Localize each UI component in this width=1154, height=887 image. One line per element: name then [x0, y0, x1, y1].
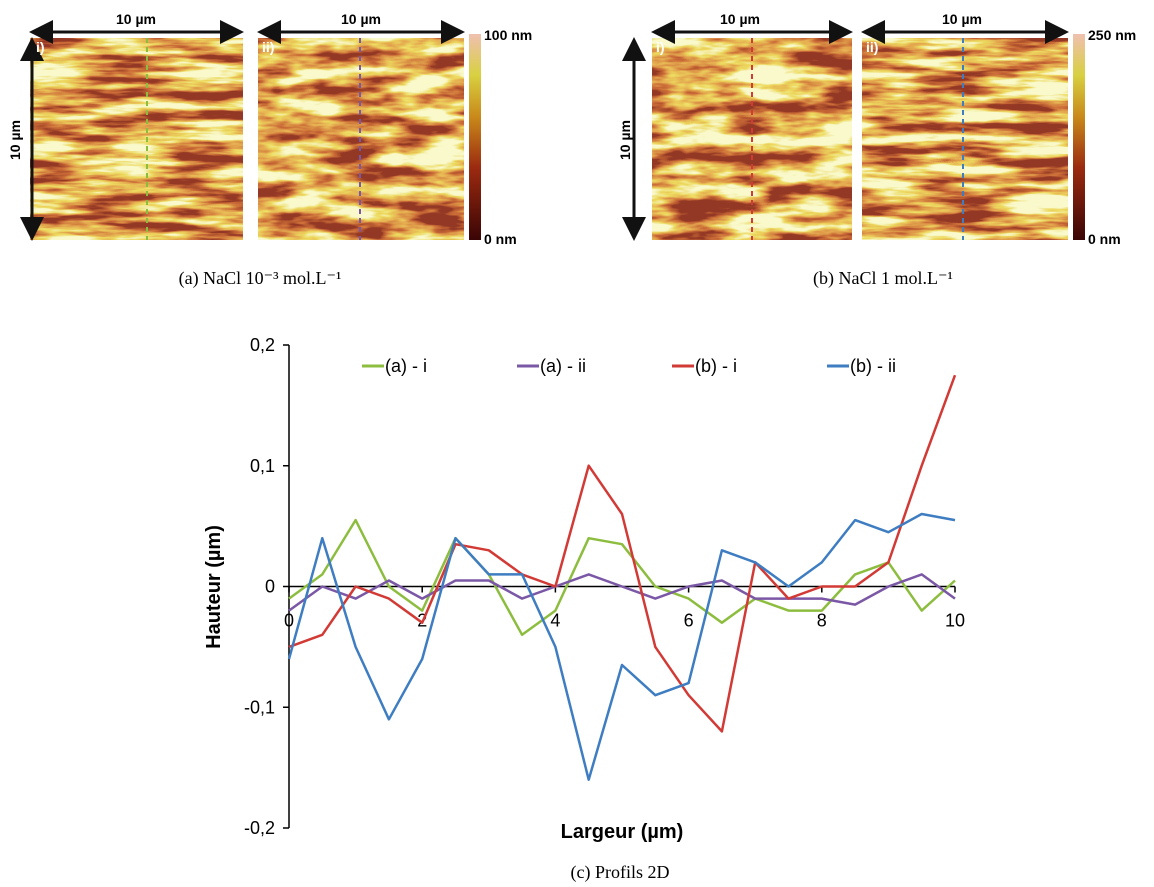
- panel-a: 10 µm 10 µm 10 µm i) ii) 100 nm 0 nm (a)…: [7, 11, 532, 289]
- legend-label: (a) - ii: [540, 356, 586, 376]
- y-tick-label: -0,1: [244, 697, 275, 717]
- y-tick-label: 0,1: [250, 456, 275, 476]
- colorbar-max: 250 nm: [1088, 27, 1136, 43]
- y-tick-label: 0: [265, 577, 275, 597]
- scale-label: 10 µm: [942, 11, 982, 27]
- legend-label: (b) - ii: [850, 356, 896, 376]
- caption: (b) NaCl 1 mol.L⁻¹: [813, 268, 953, 289]
- x-axis-label: Largeur (µm): [561, 821, 684, 843]
- colorbar: [469, 34, 481, 240]
- scale-label: 10 µm: [720, 11, 760, 27]
- colorbar-min: 0 nm: [484, 231, 517, 247]
- line-series: [288, 518, 956, 637]
- x-tick-label: 8: [817, 611, 827, 631]
- colorbar-max: 100 nm: [484, 27, 532, 43]
- legend-label: (a) - i: [385, 356, 427, 376]
- image-label: i): [656, 39, 665, 55]
- afm-image: [862, 38, 1068, 240]
- scale-label: 10 µm: [617, 120, 633, 160]
- panel-b: 10 µm 10 µm 10 µm i) ii) 250 nm 0 nm (b)…: [617, 11, 1136, 289]
- legend-label: (b) - i: [695, 356, 737, 376]
- image-label: ii): [866, 39, 878, 55]
- line-series: [288, 374, 957, 733]
- line-series: [287, 512, 956, 781]
- scale-label: 10 µm: [7, 120, 23, 160]
- colorbar-min: 0 nm: [1088, 231, 1121, 247]
- caption: (c) Profils 2D: [571, 862, 670, 883]
- y-axis-label: Hauteur (µm): [203, 525, 225, 649]
- caption: (a) NaCl 10⁻³ mol.L⁻¹: [179, 268, 342, 289]
- x-tick-label: 0: [284, 611, 294, 631]
- scale-label: 10 µm: [116, 11, 156, 27]
- image-label: ii): [262, 39, 274, 55]
- scale-label: 10 µm: [341, 11, 381, 27]
- image-label: i): [36, 39, 45, 55]
- x-tick-label: 6: [684, 611, 694, 631]
- x-tick-label: 10: [945, 611, 965, 631]
- colorbar: [1073, 34, 1085, 240]
- line-series: [288, 573, 956, 612]
- x-tick-label: 4: [550, 611, 560, 631]
- afm-image: [30, 38, 243, 240]
- y-tick-label: -0,2: [244, 818, 275, 838]
- y-tick-label: 0,2: [250, 335, 275, 355]
